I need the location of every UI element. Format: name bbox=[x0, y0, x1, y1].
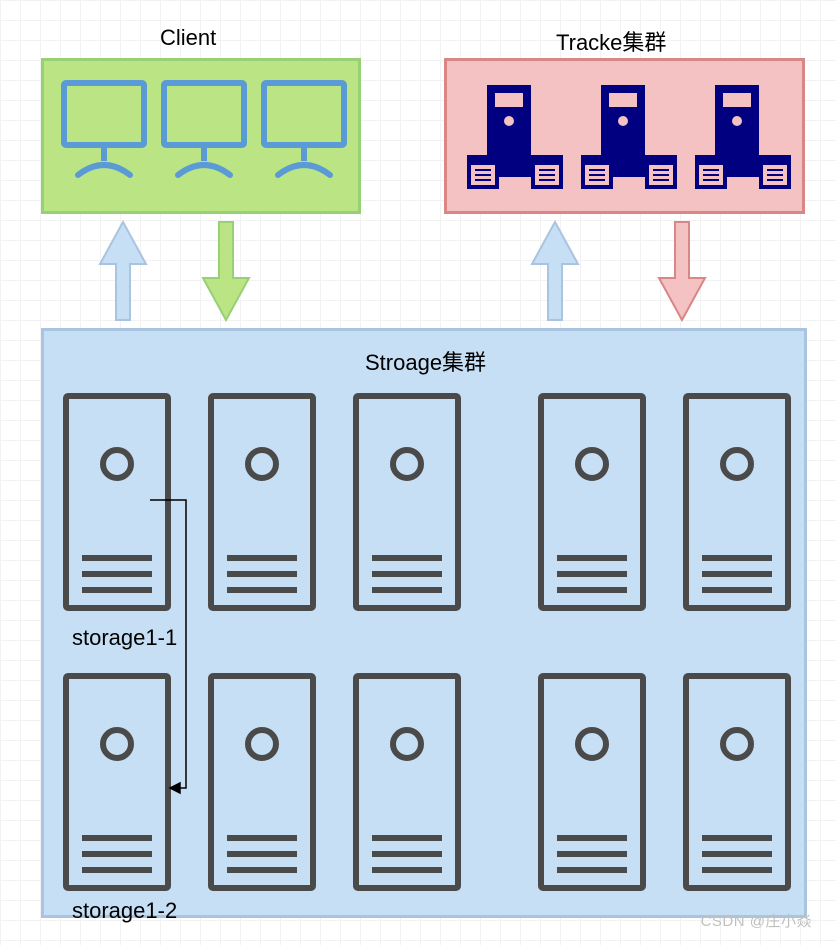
tower-1-3 bbox=[356, 396, 458, 608]
tower-1-4 bbox=[541, 396, 643, 608]
tower-2-1 bbox=[66, 676, 168, 888]
tower-1-1 bbox=[66, 396, 168, 608]
storage-1-1-label: storage1-1 bbox=[72, 625, 177, 651]
tower-2-2 bbox=[211, 676, 313, 888]
towers bbox=[0, 0, 836, 945]
tower-1-2 bbox=[211, 396, 313, 608]
tower-2-4 bbox=[541, 676, 643, 888]
tower-2-5 bbox=[686, 676, 788, 888]
watermark: CSDN @庄小焱 bbox=[701, 910, 812, 931]
tower-2-3 bbox=[356, 676, 458, 888]
storage-1-2-label: storage1-2 bbox=[72, 898, 177, 924]
tower-1-5 bbox=[686, 396, 788, 608]
